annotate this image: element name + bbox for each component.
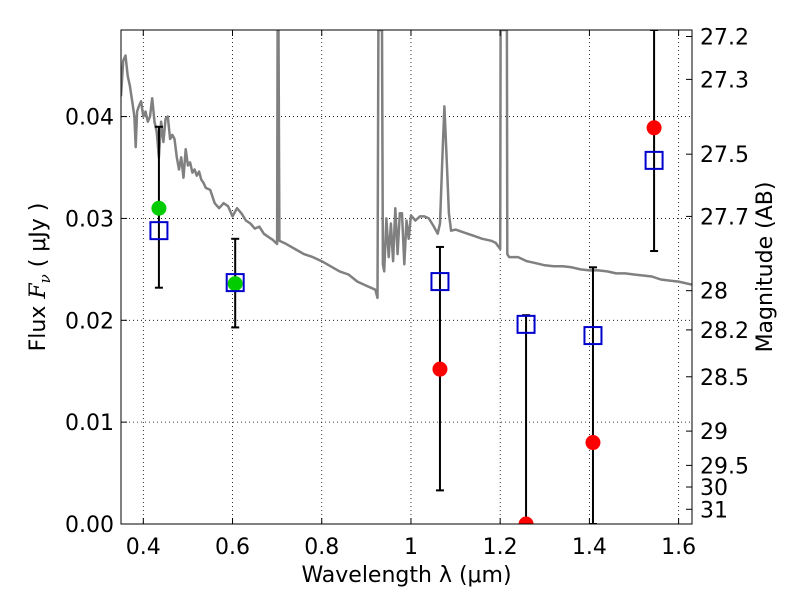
y-tick-label: 0.04 <box>65 106 114 131</box>
axis-ticks <box>121 30 692 525</box>
markers <box>149 120 664 524</box>
mag-tick-label: 27.2 <box>700 25 749 50</box>
y-tick-label: 0.01 <box>65 411 114 436</box>
x-tick-label: 1.4 <box>572 535 607 560</box>
mag-tick-label: 28.5 <box>700 366 749 391</box>
plot-frame <box>120 29 693 525</box>
grid <box>121 30 692 525</box>
mag-tick-label: 30 <box>700 476 728 501</box>
y-label-prefix: Flux <box>26 299 51 352</box>
detection-point <box>151 200 167 216</box>
model-point <box>583 326 603 346</box>
mag-tick-label: 31 <box>700 498 728 523</box>
y-axis-label: Flux Fν ( μJy ) <box>26 203 54 352</box>
model-point <box>430 272 450 292</box>
tick-labels: 0.4 0.6 0.8 1 1.2 1.4 1.6 0.00 0.01 0.02 0.03 0.04 2… <box>65 25 749 560</box>
template-spectrum-line <box>121 30 692 300</box>
mag-tick-label: 27.3 <box>700 68 749 93</box>
mag-tick-label: 29 <box>700 420 728 445</box>
x-tick-label: 1.2 <box>483 535 518 560</box>
nondetection-point <box>585 435 601 451</box>
y-tick-label: 0.03 <box>65 207 114 232</box>
model-point <box>644 150 664 170</box>
error-bars <box>154 30 659 524</box>
plot-area <box>121 30 692 300</box>
y-label-unit: ( μJy ) <box>26 203 51 275</box>
model-point <box>516 314 536 334</box>
y-tick-label: 0.02 <box>65 309 114 334</box>
mag-tick-label: 27.7 <box>700 205 749 230</box>
mag-tick-label: 28 <box>700 280 728 305</box>
mag-tick-label: 27.5 <box>700 143 749 168</box>
nondetection-point <box>646 120 662 136</box>
right-axis-label: Magnitude (AB) <box>753 182 778 353</box>
x-tick-label: 0.6 <box>215 535 250 560</box>
nondetection-point <box>432 361 448 377</box>
y-tick-label: 0.00 <box>65 513 114 538</box>
x-axis-label: Wavelength λ (μm) <box>301 563 511 588</box>
x-tick-label: 0.4 <box>126 535 161 560</box>
mag-tick-label: 29.5 <box>700 454 749 479</box>
y-label-subscript: ν <box>36 274 54 283</box>
model-point <box>149 221 169 241</box>
detection-point <box>227 276 243 292</box>
nondetection-point <box>518 516 534 524</box>
model-point <box>225 273 245 293</box>
x-tick-label: 1.6 <box>661 535 696 560</box>
x-tick-label: 0.8 <box>304 535 339 560</box>
x-tick-label: 1 <box>404 535 418 560</box>
mag-tick-label: 28.2 <box>700 319 749 344</box>
y-label-symbol: F <box>26 283 51 300</box>
